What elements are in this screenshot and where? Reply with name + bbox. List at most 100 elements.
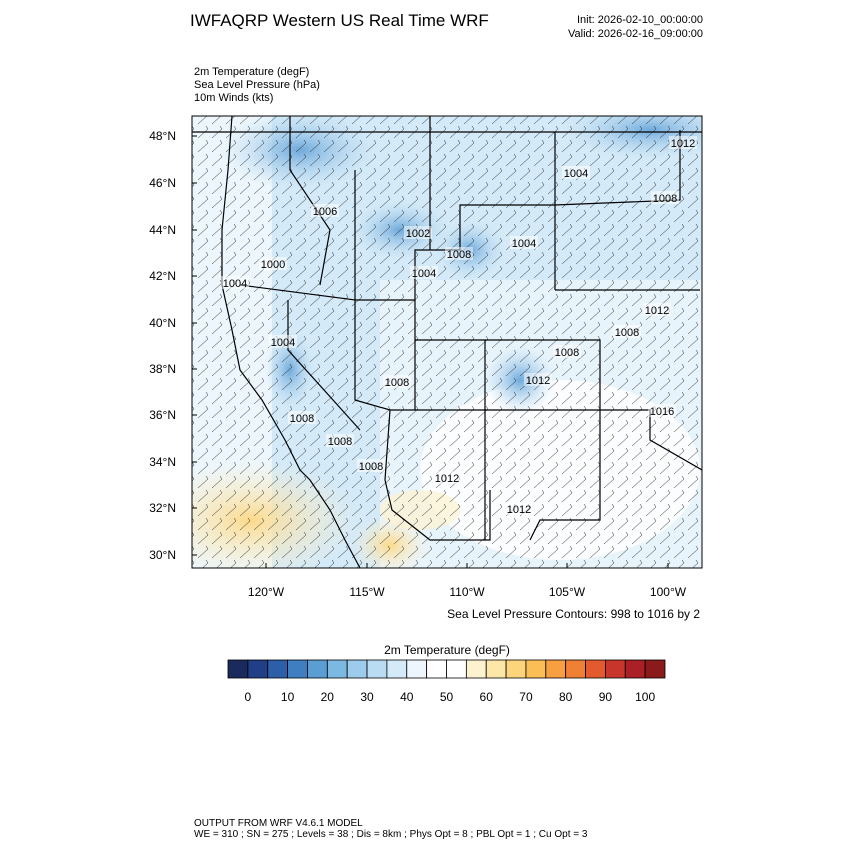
colorbar-label: 30 xyxy=(360,690,374,704)
lat-label: 36°N xyxy=(149,408,176,422)
contour-label: 1012 xyxy=(526,375,550,387)
colorbar-swatch xyxy=(644,659,666,679)
colorbar-label: 50 xyxy=(440,690,454,704)
contour-label: 1008 xyxy=(328,436,352,448)
contour-label: 1008 xyxy=(359,461,383,473)
contour-label-box xyxy=(288,411,316,424)
init-time: Init: 2026-02-10_00:00:00 xyxy=(577,14,703,26)
lon-label: 115°W xyxy=(349,585,385,599)
field-label: Sea Level Pressure (hPa) xyxy=(194,79,320,91)
colorbar-label: 20 xyxy=(321,690,335,704)
contour-label-box xyxy=(404,226,432,239)
colorbar-swatch xyxy=(386,659,408,679)
contour-label-box xyxy=(433,471,461,484)
contour-label-box xyxy=(410,266,438,279)
colorbar-swatch xyxy=(525,659,547,679)
colorbar-label: 70 xyxy=(519,690,533,704)
contour-label-box xyxy=(510,236,538,249)
contour-label-box xyxy=(445,247,473,260)
colorbar-label: 80 xyxy=(559,690,573,704)
lat-label: 42°N xyxy=(149,269,176,283)
contour-label-box xyxy=(259,257,287,270)
contour-label: 1012 xyxy=(435,473,459,485)
contour-label: 1004 xyxy=(564,168,588,180)
map xyxy=(192,116,702,568)
lat-label: 48°N xyxy=(149,129,176,143)
colorbar-swatch xyxy=(227,659,249,679)
map-frame xyxy=(191,115,703,569)
colorbar-swatch xyxy=(485,659,507,679)
field-label: 10m Winds (kts) xyxy=(194,92,273,104)
colorbar-label: 40 xyxy=(400,690,414,704)
field-label: 2m Temperature (degF) xyxy=(194,66,309,78)
colorbar-title: 2m Temperature (degF) xyxy=(384,643,510,657)
lat-label: 34°N xyxy=(149,455,176,469)
contour-label-box xyxy=(524,373,552,386)
colorbar: 0 10 20 30 40 50 60 70 80 90 100 xyxy=(227,659,666,704)
colorbar-swatch xyxy=(307,659,328,679)
contour-label-box xyxy=(383,375,411,388)
lon-label: 100°W xyxy=(650,585,687,599)
colorbar-swatch xyxy=(267,659,288,679)
colorbar-label: 90 xyxy=(599,690,613,704)
colorbar-swatch xyxy=(426,659,447,679)
contour-label: 1012 xyxy=(671,138,695,150)
contour-label: 1012 xyxy=(507,504,531,516)
title: IWFAQRP Western US Real Time WRF xyxy=(190,11,489,30)
colorbar-label: 10 xyxy=(281,690,295,704)
contour-label-box xyxy=(669,136,697,149)
contour-note: Sea Level Pressure Contours: 998 to 1016… xyxy=(447,607,700,621)
map-ticks: 48°N 46°N 44°N 42°N 40°N 38°N 36°N 34°N 32°N 30°N… xyxy=(149,129,687,599)
contour-label: 1000 xyxy=(261,259,285,271)
contour-label-box xyxy=(326,434,354,447)
contour-label-box xyxy=(562,166,590,179)
lat-label: 38°N xyxy=(149,362,176,376)
lat-label: 40°N xyxy=(149,316,176,330)
colorbar-swatch xyxy=(565,659,586,679)
colorbar-swatch xyxy=(406,659,428,679)
contour-label: 1004 xyxy=(412,268,436,280)
contour-label-box xyxy=(269,335,297,348)
lon-label: 110°W xyxy=(449,585,485,599)
colorbar-label: 100 xyxy=(635,690,655,704)
contour-labels: 1012 1004 1008 1006 1002 1004 1008 1000 1004 1004… xyxy=(221,136,697,516)
lat-label: 30°N xyxy=(149,548,176,562)
colorbar-swatch xyxy=(326,659,348,679)
contour-label: 1008 xyxy=(615,327,639,339)
contour-label: 1008 xyxy=(290,413,314,425)
contour-label: 1008 xyxy=(385,377,409,389)
contour-label-box xyxy=(651,191,679,204)
lon-label: 120°W xyxy=(248,585,285,599)
colorbar-swatch xyxy=(446,659,467,679)
contour-label-box xyxy=(613,325,641,338)
colorbar-swatch xyxy=(465,659,487,679)
contour-label-box xyxy=(648,404,676,417)
contour-label-box xyxy=(553,345,581,358)
contour-label: 1002 xyxy=(406,228,430,240)
colorbar-swatch xyxy=(585,659,606,679)
contour-label-box xyxy=(311,204,339,217)
colorbar-swatch xyxy=(366,659,388,679)
contour-label-box xyxy=(221,276,249,289)
colorbar-swatch xyxy=(545,659,567,679)
contour-label-box xyxy=(357,459,385,472)
contour-label: 1004 xyxy=(223,278,247,290)
lat-label: 32°N xyxy=(149,501,176,515)
contour-label: 1016 xyxy=(650,406,674,418)
contour-label: 1008 xyxy=(653,193,677,205)
valid-time: Valid: 2026-02-16_09:00:00 xyxy=(568,28,703,40)
contour-label: 1008 xyxy=(555,347,579,359)
footer-line: OUTPUT FROM WRF V4.6.1 MODEL xyxy=(194,818,363,829)
colorbar-swatch xyxy=(624,659,646,679)
colorbar-swatch xyxy=(346,659,368,679)
colorbar-swatch xyxy=(247,659,269,679)
lat-label: 44°N xyxy=(149,223,176,237)
colorbar-swatch xyxy=(287,659,308,679)
colorbar-label: 60 xyxy=(480,690,494,704)
colorbar-label: 0 xyxy=(245,690,252,704)
colorbar-swatch xyxy=(605,659,626,679)
field-list: 2m Temperature (degF)Sea Level Pressure … xyxy=(194,66,320,104)
colorbar-swatch xyxy=(505,659,527,679)
